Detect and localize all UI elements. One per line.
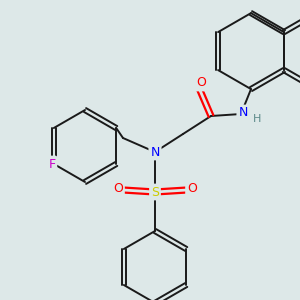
Text: N: N (150, 146, 160, 158)
Text: S: S (151, 185, 159, 199)
Text: H: H (253, 114, 261, 124)
Text: O: O (196, 76, 206, 89)
Text: N: N (238, 106, 248, 119)
Text: O: O (113, 182, 123, 196)
Text: O: O (187, 182, 197, 196)
Text: F: F (48, 158, 56, 170)
